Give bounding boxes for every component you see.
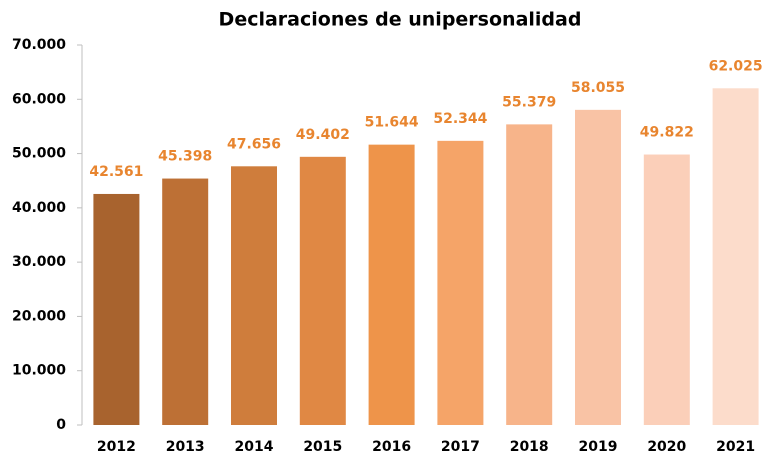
bar xyxy=(93,193,140,425)
data-label: 49.402 xyxy=(296,127,350,143)
x-tick-label: 2015 xyxy=(303,439,342,455)
y-tick-label: 30.000 xyxy=(12,254,66,270)
data-label: 49.822 xyxy=(640,125,694,141)
bar xyxy=(575,109,621,425)
bar xyxy=(231,166,277,425)
y-tick-label: 40.000 xyxy=(12,200,66,216)
data-label: 52.344 xyxy=(433,111,487,127)
data-label: 62.025 xyxy=(709,58,763,74)
y-tick-label: 10.000 xyxy=(12,363,66,379)
data-label: 51.644 xyxy=(365,115,419,131)
y-tick-label: 0 xyxy=(56,417,66,433)
bar xyxy=(162,178,209,425)
x-tick-label: 2014 xyxy=(235,439,274,455)
x-tick-label: 2017 xyxy=(441,439,480,455)
y-tick-label: 60.000 xyxy=(12,91,66,107)
y-tick-label: 20.000 xyxy=(12,308,66,324)
y-tick-label: 50.000 xyxy=(12,146,66,162)
bar xyxy=(643,154,690,425)
x-tick-label: 2018 xyxy=(510,439,549,455)
bar xyxy=(712,88,759,426)
data-label: 42.561 xyxy=(89,164,143,180)
x-tick-label: 2012 xyxy=(97,439,136,455)
x-tick-label: 2013 xyxy=(166,439,205,455)
bar xyxy=(368,144,415,425)
bar xyxy=(299,156,346,425)
x-tick-label: 2016 xyxy=(372,439,411,455)
data-label: 47.656 xyxy=(227,136,281,152)
data-label: 45.398 xyxy=(158,149,212,165)
x-tick-label: 2021 xyxy=(716,439,755,455)
y-tick-label: 70.000 xyxy=(12,37,66,53)
bar xyxy=(437,140,484,425)
x-tick-label: 2020 xyxy=(647,439,686,455)
data-label: 58.055 xyxy=(571,80,625,96)
chart-title: Declaraciones de unipersonalidad xyxy=(219,9,582,31)
data-label: 55.379 xyxy=(502,94,556,110)
bar xyxy=(506,124,553,425)
x-tick-label: 2019 xyxy=(579,439,618,455)
